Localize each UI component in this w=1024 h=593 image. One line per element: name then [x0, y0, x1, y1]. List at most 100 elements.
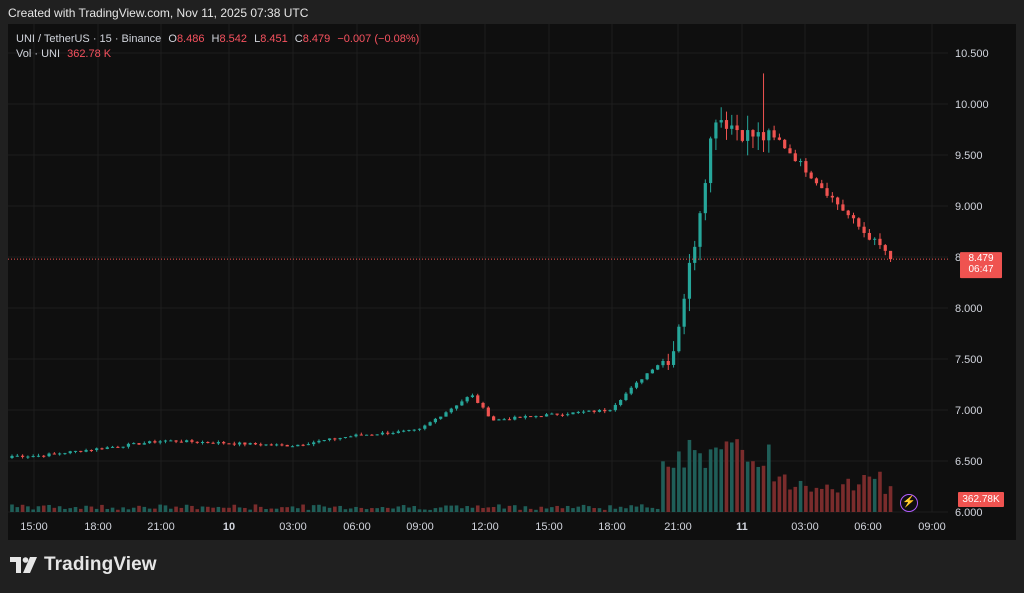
close-value: 8.479	[302, 33, 331, 45]
volume-bar	[375, 508, 379, 512]
candle-down	[518, 416, 522, 418]
candle-down	[529, 416, 533, 418]
volume-bar	[423, 509, 427, 512]
volume-bar	[116, 509, 120, 512]
candle-up	[767, 130, 771, 141]
candle-up	[465, 397, 469, 402]
candle-up	[687, 262, 692, 299]
volume-bar	[761, 465, 766, 512]
price-tick-label: 9.500	[955, 150, 983, 162]
volume-bar	[819, 488, 824, 512]
time-tick-label: 18:00	[598, 521, 626, 533]
symbol-label[interactable]: UNI / TetherUS · 15 · Binance	[16, 33, 162, 45]
tradingview-brand[interactable]: TradingView	[10, 554, 157, 576]
time-tick-label: 21:00	[147, 521, 175, 533]
candle-up	[661, 360, 665, 366]
candle-down	[370, 434, 374, 436]
candle-up	[200, 442, 205, 444]
candle-down	[89, 450, 93, 452]
volume-bar	[84, 505, 88, 512]
candle-down	[100, 448, 104, 450]
candle-up	[571, 412, 575, 415]
volume-bar	[698, 453, 702, 512]
candle-up	[354, 434, 358, 437]
volume-bar	[481, 507, 485, 512]
candle-up	[402, 430, 406, 432]
volume-bar	[798, 480, 803, 512]
candle-up	[439, 416, 443, 419]
candle-up	[148, 441, 152, 444]
volume-bar	[433, 508, 438, 512]
volume-bar	[788, 489, 792, 512]
volume-bar	[624, 508, 628, 512]
volume-bar	[449, 505, 454, 512]
candle-up	[364, 434, 369, 436]
candle-down	[809, 172, 813, 179]
volume-bar	[401, 505, 406, 512]
volume-bar	[417, 509, 422, 512]
candle-up	[428, 422, 432, 426]
candle-down	[883, 245, 887, 251]
candle-up	[523, 416, 527, 418]
candle-up	[317, 440, 321, 443]
volume-bar	[555, 505, 559, 512]
chart-frame[interactable]: 10.50010.0009.5009.0008.5008.0007.5007.0…	[8, 24, 1016, 540]
volume-bar	[190, 505, 194, 512]
candle-up	[58, 453, 62, 455]
volume-bar	[380, 507, 385, 512]
volume-bar	[846, 478, 851, 512]
candle-up	[306, 444, 310, 446]
candle-up	[407, 429, 411, 431]
volume-bar	[354, 506, 358, 512]
candle-down	[825, 188, 829, 196]
volume-bar	[41, 505, 46, 512]
candlestick-chart[interactable]: 10.50010.0009.5009.0008.5008.0007.5007.0…	[8, 24, 1016, 540]
lightning-icon[interactable]: ⚡	[900, 494, 918, 512]
volume-bar	[756, 466, 761, 512]
volume-bar	[200, 506, 205, 512]
volume-bar	[338, 505, 342, 512]
candle-up	[343, 437, 348, 439]
time-tick-label: 11	[736, 521, 748, 533]
top-bar: Created with TradingView.com, Nov 11, 20…	[0, 0, 1024, 24]
volume-bar	[10, 504, 14, 512]
candle-up	[581, 411, 586, 413]
candle-up	[121, 446, 125, 448]
candle-down	[724, 120, 729, 129]
candle-down	[492, 416, 496, 421]
candle-down	[735, 125, 739, 131]
candle-up	[576, 411, 580, 413]
candle-down	[507, 419, 512, 421]
candle-up	[730, 125, 734, 129]
volume-bar	[550, 507, 554, 512]
volume-bar	[100, 504, 104, 512]
candle-down	[772, 130, 776, 138]
candle-up	[237, 442, 242, 445]
open-label: O	[168, 33, 177, 45]
candle-up	[264, 444, 268, 446]
volume-bar	[216, 506, 221, 512]
candle-up	[15, 455, 19, 457]
volume-bar	[597, 508, 602, 512]
volume-bar	[888, 486, 893, 512]
volume-bar	[793, 486, 798, 512]
candle-up	[746, 130, 750, 141]
volume-bar	[137, 505, 141, 512]
volume-bar	[184, 504, 189, 512]
candle-down	[857, 218, 861, 227]
volume-bar	[634, 506, 639, 512]
candle-down	[42, 455, 46, 457]
volume-bar	[666, 466, 671, 512]
volume-bar	[444, 505, 448, 512]
candle-up	[497, 419, 501, 421]
time-tick-label: 10	[223, 521, 235, 533]
volume-label[interactable]: Vol · UNI	[16, 48, 61, 60]
candle-up	[634, 382, 639, 388]
candle-up	[110, 446, 115, 448]
volume-bar	[131, 507, 136, 512]
volume-bar	[534, 509, 538, 512]
volume-bar	[31, 509, 35, 512]
time-tick-label: 06:00	[343, 521, 371, 533]
volume-bar	[523, 506, 528, 512]
change-value: −0.007 (−0.08%)	[337, 33, 420, 45]
